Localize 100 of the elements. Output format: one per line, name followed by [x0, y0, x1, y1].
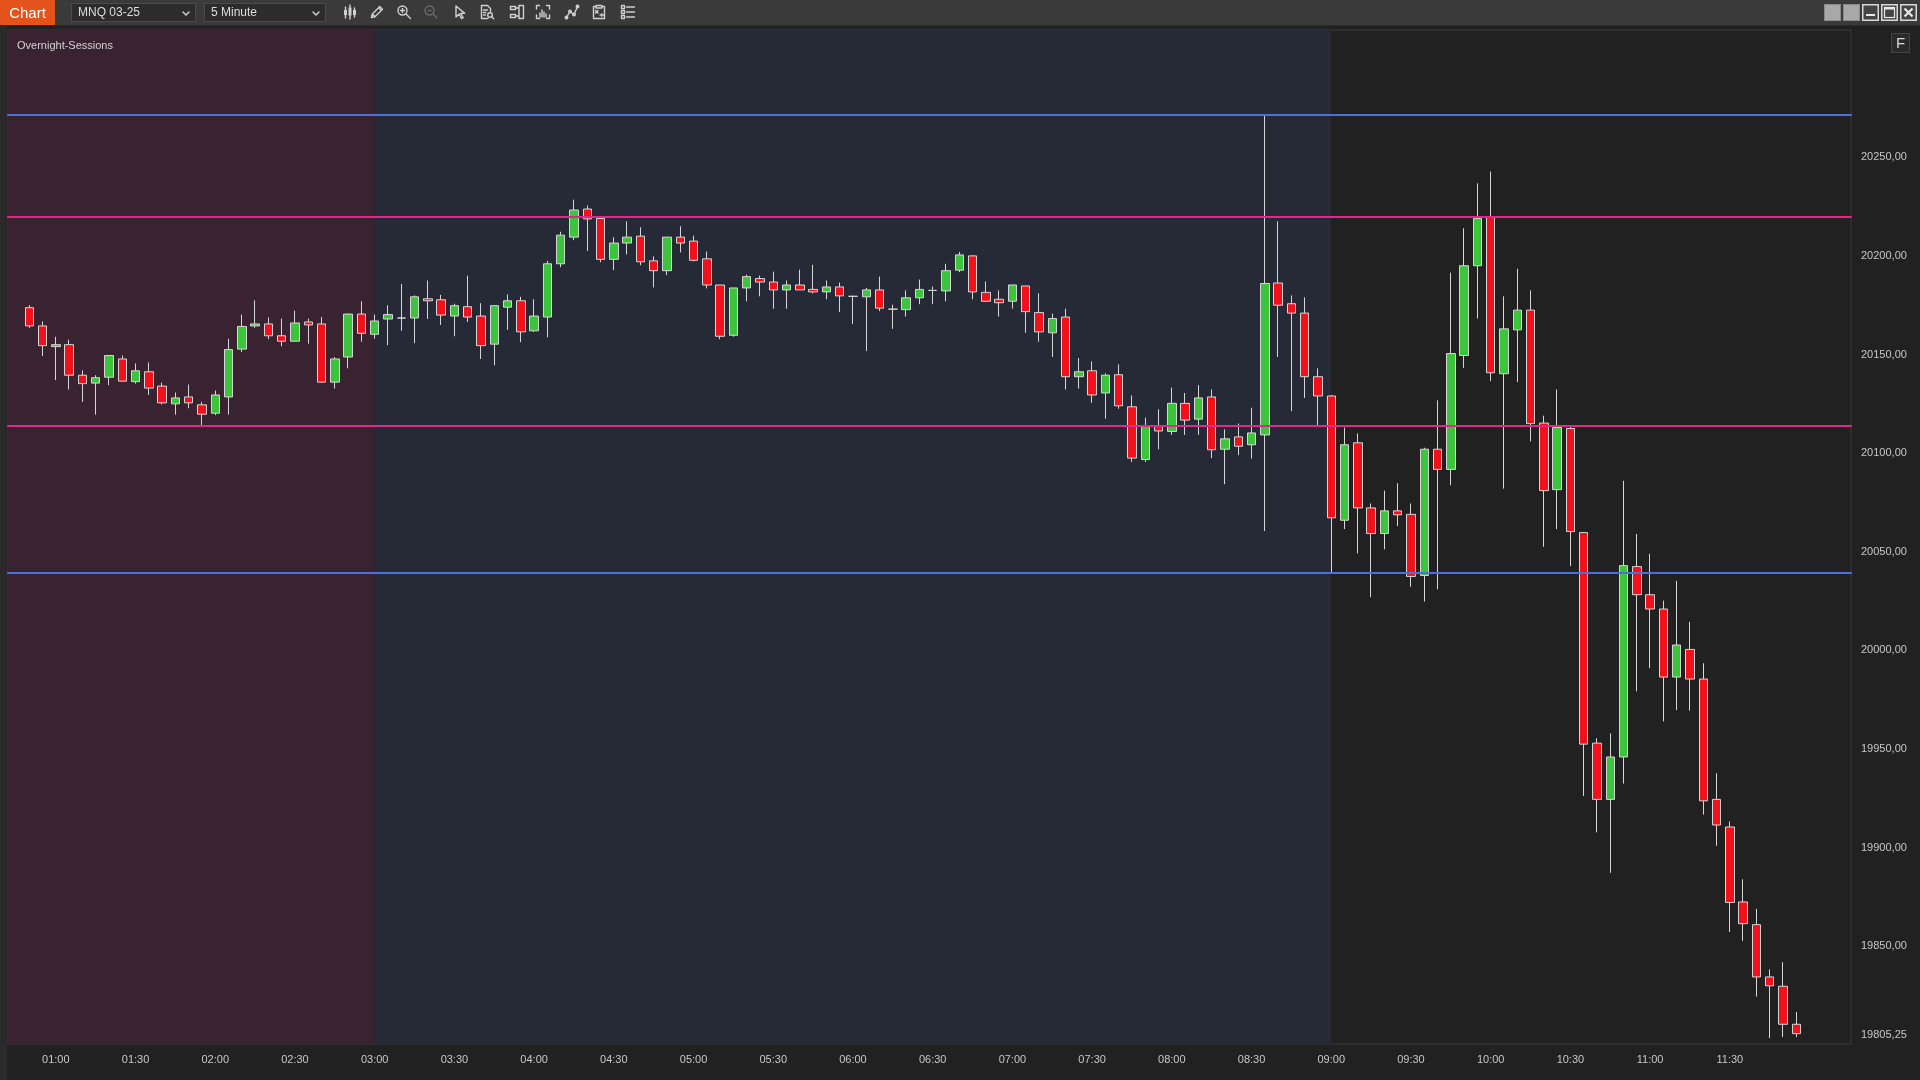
- candlestick: [197, 401, 207, 427]
- x-tick-label: 01:30: [121, 1052, 150, 1065]
- candlestick: [1380, 490, 1389, 550]
- x-tick-label: 04:30: [600, 1052, 628, 1065]
- button: F: [1891, 33, 1910, 53]
- dropdown: MNQ 03-25: [71, 3, 196, 22]
- x-tick-label: 07:30: [1078, 1052, 1106, 1065]
- candlestick: [835, 282, 844, 313]
- candlestick: [543, 260, 552, 338]
- candlestick: [118, 355, 127, 382]
- candlestick: [1499, 295, 1509, 490]
- candlestick: [742, 274, 751, 302]
- candlestick: [689, 235, 698, 262]
- candlestick: [569, 199, 579, 241]
- candlestick: [1287, 294, 1296, 412]
- candlestick: [1592, 737, 1602, 833]
- candlestick: [994, 289, 1004, 318]
- candlestick: [676, 225, 685, 253]
- candlestick: [144, 361, 154, 396]
- candlestick: [1273, 220, 1283, 358]
- candlestick: [184, 384, 193, 409]
- candlestick: [436, 294, 446, 326]
- candlestick: [769, 271, 778, 310]
- candlestick: [915, 279, 924, 305]
- y-tick-label: 20200,00: [1861, 248, 1907, 261]
- candlestick: [649, 255, 658, 288]
- candlestick: [1539, 415, 1549, 548]
- candlestick: [317, 316, 326, 384]
- x-tick-label: 10:00: [1476, 1052, 1505, 1065]
- candlestick: [1313, 367, 1323, 427]
- candlestick: [1420, 447, 1429, 603]
- y-tick-label: 19850,00: [1861, 939, 1907, 952]
- candlestick: [330, 356, 340, 390]
- candlestick: [875, 276, 884, 312]
- candlestick: [1725, 821, 1735, 933]
- candlestick: [1127, 394, 1137, 463]
- y-tick-label: 20150,00: [1861, 347, 1907, 360]
- dropdown: 5 Minute: [204, 3, 326, 22]
- candlestick: [237, 314, 247, 353]
- candlestick: [370, 314, 379, 340]
- candlestick: [516, 296, 526, 343]
- candlestick: [171, 392, 180, 416]
- x-tick-label: 02:30: [281, 1052, 309, 1065]
- candlestick: [1167, 387, 1177, 436]
- candlestick: [755, 275, 765, 297]
- candlestick: [264, 317, 273, 340]
- x-tick-label: 06:30: [918, 1052, 947, 1065]
- x-tick-label: 10:30: [1556, 1052, 1585, 1065]
- candlestick: [1234, 423, 1243, 456]
- candlestick: [1685, 621, 1695, 712]
- candlestick: [596, 216, 605, 263]
- candlestick: [383, 304, 393, 346]
- candlestick: [1513, 268, 1522, 383]
- candlestick: [1699, 662, 1708, 816]
- x-tick-label: 05:30: [759, 1052, 788, 1065]
- candlestick: [277, 318, 286, 347]
- y-tick-label: 19900,00: [1861, 840, 1907, 853]
- candlestick: [1300, 296, 1309, 399]
- x-tick-label: 07:00: [998, 1052, 1027, 1065]
- candlestick: [290, 310, 300, 342]
- candlestick: [1473, 182, 1482, 320]
- x-tick-label: 09:30: [1397, 1052, 1425, 1065]
- candlestick: [410, 294, 419, 344]
- x-tick-label: 03:30: [440, 1052, 469, 1065]
- candlestick: [862, 287, 871, 352]
- candlestick: [822, 280, 831, 300]
- x-tick-label: 08:30: [1237, 1052, 1266, 1065]
- candlestick: [1114, 363, 1123, 410]
- candlestick: [955, 251, 964, 273]
- y-tick-label: 20250,00: [1861, 150, 1907, 163]
- candlestick: [1327, 394, 1336, 574]
- candlestick: [1406, 502, 1416, 588]
- candlestick: [1340, 427, 1349, 530]
- candlestick: [503, 293, 512, 331]
- candlestick: [1765, 969, 1774, 1039]
- candlestick: [1778, 961, 1788, 1038]
- candlestick: [1526, 289, 1535, 442]
- candlestick: [1353, 432, 1363, 554]
- candlestick: [981, 281, 991, 303]
- y-tick-label: 19950,00: [1861, 742, 1907, 755]
- candlestick: [782, 280, 791, 310]
- candlestick: [91, 374, 100, 416]
- candlestick: [1247, 407, 1256, 460]
- candlestick: [357, 300, 366, 343]
- candlestick: [968, 254, 977, 300]
- candlestick: [901, 289, 911, 318]
- candlestick: [1260, 113, 1270, 532]
- x-tick-label: 11:00: [1636, 1052, 1664, 1065]
- candlestick: [1486, 171, 1495, 382]
- x-tick-label: 02:00: [201, 1052, 230, 1065]
- y-tick-label: 19805,25: [1861, 1027, 1907, 1040]
- candlestick: [423, 280, 433, 320]
- candlestick: [702, 250, 712, 289]
- candlestick: [51, 336, 61, 381]
- candlestick: [1220, 428, 1230, 485]
- y-tick-label: 20000,00: [1861, 643, 1907, 656]
- candlestick: [1566, 426, 1575, 567]
- x-tick-label: 03:00: [360, 1052, 389, 1065]
- candlestick: [1141, 417, 1150, 463]
- candlestick: [490, 305, 499, 366]
